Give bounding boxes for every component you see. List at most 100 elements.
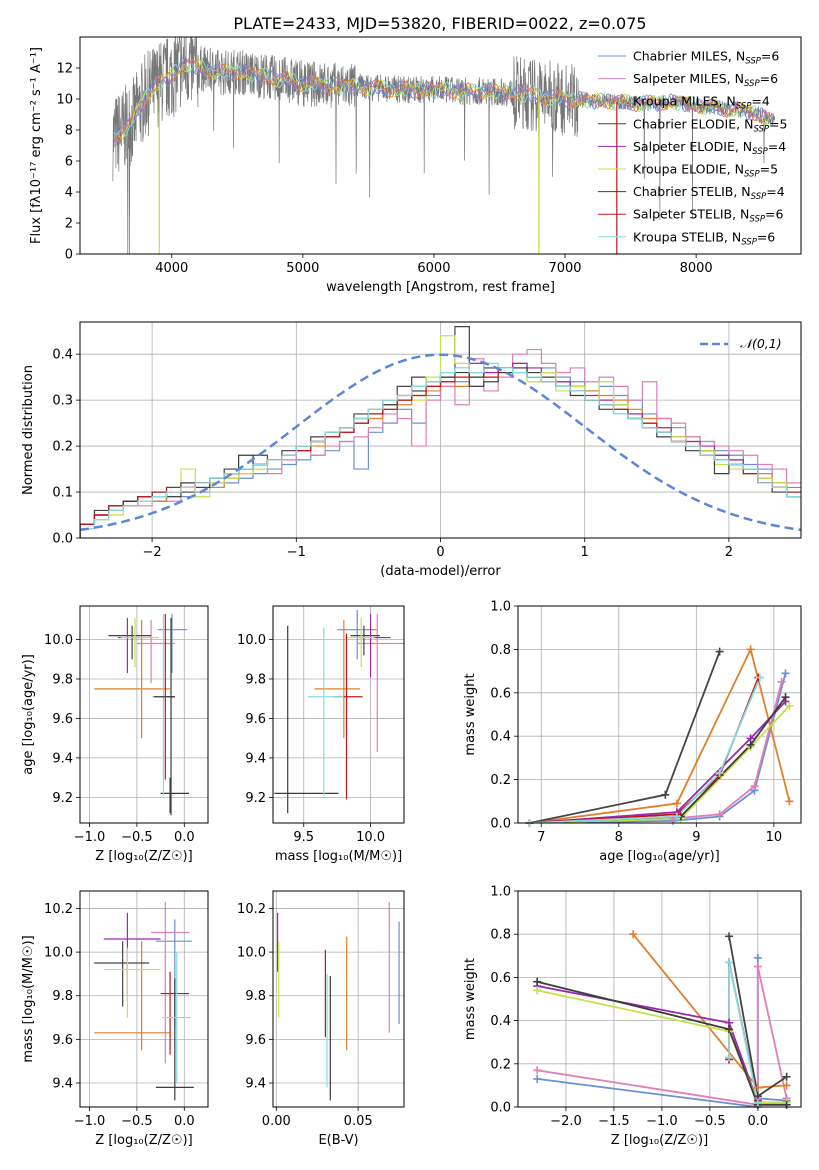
y-axis-label: Normed distribution [21, 365, 36, 495]
legend-label-tail: =6 [761, 49, 779, 64]
axes-frame [79, 36, 802, 255]
legend-label: 𝒩(0,1) [740, 336, 782, 351]
y-tick-label: 2 [65, 217, 73, 232]
series-marker [782, 1081, 791, 1090]
legend-label-main: Salpeter MILES, N [633, 71, 744, 86]
legend-label-sub: SSP [744, 79, 760, 89]
y-axis-label: mass weight [463, 958, 478, 1040]
legend-label: Chabrier ELODIE, NSSP=5 [633, 116, 788, 134]
series-line [529, 677, 761, 823]
legend-label-sub: SSP [753, 124, 769, 134]
series-marker [533, 986, 542, 995]
y-tick-label: 0.8 [490, 928, 511, 943]
x-tick-label: 10 [766, 830, 783, 845]
axes-frame [79, 605, 209, 824]
x-tick-label: 0 [436, 545, 444, 560]
x-tick-label: −1.0 [74, 1114, 106, 1129]
panel-age_vs_mass: 9.5 10.0 9.2 9.4 9.6 9.8 10.0 mass [log₁₀(M/M☉)… [237, 605, 405, 864]
model-line [113, 58, 773, 142]
series-marker [725, 958, 734, 967]
series-marker [777, 677, 786, 686]
y-tick-label: 9.2 [52, 791, 73, 806]
y-tick-label: 10.0 [237, 946, 266, 961]
x-axis-label: age [log₁₀(age/yr)] [599, 849, 720, 864]
x-tick-label: 0.0 [174, 830, 195, 845]
model-line [113, 57, 774, 142]
series-marker [746, 645, 755, 654]
x-tick-label: 5000 [286, 261, 319, 276]
y-tick-label: 0.0 [52, 532, 73, 547]
y-tick-label: 9.6 [245, 712, 266, 727]
y-tick-label: 0.1 [52, 486, 73, 501]
x-tick-label: 2 [725, 545, 733, 560]
plot-area [273, 606, 404, 823]
legend-label: Salpeter STELIB, NSSP=6 [633, 207, 783, 225]
y-axis-label: age [log₁₀(age/yr)] [21, 654, 36, 775]
panel-mass_vs_Z: −1.0 −0.5 0.0 9.4 9.6 9.8 10.0 10.2 Z [log₁₀(Z/Z… [21, 890, 209, 1148]
plot-area [518, 606, 801, 823]
legend-label: Chabrier MILES, NSSP=6 [633, 49, 779, 67]
figure-title: PLATE=2433, MJD=53820, FIBERID=0022, z=0… [233, 14, 646, 33]
series-marker [782, 1072, 791, 1081]
x-tick-label: −2 [143, 545, 162, 560]
series-marker [725, 1053, 734, 1062]
y-tick-label: 0.2 [490, 1057, 511, 1072]
series-line [537, 966, 788, 1106]
series-line [529, 696, 787, 823]
x-tick-label: 10.0 [356, 830, 385, 845]
y-tick-label: 4 [65, 186, 73, 201]
series-marker [715, 769, 724, 778]
series-marker [753, 1083, 762, 1092]
series-marker [753, 962, 762, 971]
series-marker [533, 977, 542, 986]
series-marker [672, 799, 681, 808]
y-tick-label: 10.0 [44, 633, 73, 648]
model-line [113, 56, 773, 143]
x-tick-label: 0.0 [747, 1114, 768, 1129]
series-marker [672, 812, 681, 821]
legend-label-sub: SSP [749, 215, 765, 225]
x-tick-label: 8000 [680, 261, 713, 276]
y-tick-label: 9.6 [245, 1033, 266, 1048]
y-tick-label: 8 [65, 124, 73, 139]
legend-label-sub: SSP [744, 170, 760, 180]
y-tick-label: 9.8 [245, 672, 266, 687]
y-tick-label: 9.6 [52, 1033, 73, 1048]
series-line [536, 980, 787, 1106]
x-tick-label: 4000 [155, 261, 188, 276]
series-marker [781, 669, 790, 678]
y-tick-label: 10.2 [44, 902, 73, 917]
plot-area [80, 606, 208, 823]
legend-label: Salpeter MILES, NSSP=6 [633, 71, 778, 89]
legend-label-sub: SSP [752, 147, 768, 157]
panel-mass_weight_vs_Z: −2.0 −1.5 −1.0 −0.5 0.0 0.0 0.2 0.4 0.6 0.8 1.0 Z [… [463, 885, 802, 1148]
plot-area [80, 322, 801, 538]
x-tick-label: 1 [581, 545, 589, 560]
y-tick-label: 0.6 [490, 686, 511, 701]
x-axis-label: Z [log₁₀(Z/Z☉)] [611, 1133, 708, 1148]
series-marker [755, 673, 764, 682]
series-marker [715, 647, 724, 656]
axes-frame [517, 890, 802, 1108]
legend-label-sub: SSP [751, 192, 767, 202]
x-axis-label: (data-model)/error [380, 564, 501, 579]
series-marker [533, 1066, 542, 1075]
y-tick-label: 0.0 [490, 817, 511, 832]
legend-label-sub: SSP [736, 102, 752, 112]
x-axis-label: Z [log₁₀(Z/Z☉)] [95, 849, 192, 864]
series-marker [753, 1098, 762, 1107]
x-tick-label: −0.5 [694, 1114, 726, 1129]
series-marker [785, 797, 794, 806]
y-tick-label: 9.4 [245, 1077, 266, 1092]
y-tick-label: 9.8 [52, 672, 73, 687]
series-line [529, 705, 791, 823]
x-tick-label: 7000 [548, 261, 581, 276]
series-marker [785, 701, 794, 710]
series-marker [781, 693, 790, 702]
x-tick-label: 6000 [417, 261, 450, 276]
y-tick-label: 0.4 [490, 730, 511, 745]
series-marker [753, 953, 762, 962]
axes-frame [79, 890, 209, 1108]
series-line [537, 958, 787, 1107]
x-tick-label: −1 [287, 545, 306, 560]
